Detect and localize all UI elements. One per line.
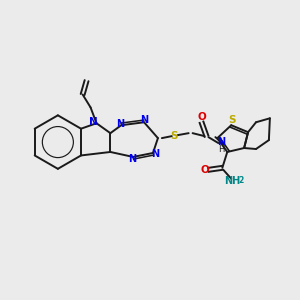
Text: S: S [229, 115, 236, 125]
Text: S: S [170, 131, 178, 141]
Text: N: N [151, 149, 159, 159]
Text: NH: NH [224, 176, 240, 186]
Text: N: N [89, 117, 98, 127]
Text: H: H [218, 145, 224, 154]
Text: N: N [140, 115, 148, 125]
Text: O: O [200, 165, 209, 175]
Text: 2: 2 [238, 176, 244, 185]
Text: N: N [128, 154, 136, 164]
Text: O: O [197, 112, 206, 122]
Text: N: N [116, 119, 124, 129]
Text: N: N [217, 137, 225, 147]
